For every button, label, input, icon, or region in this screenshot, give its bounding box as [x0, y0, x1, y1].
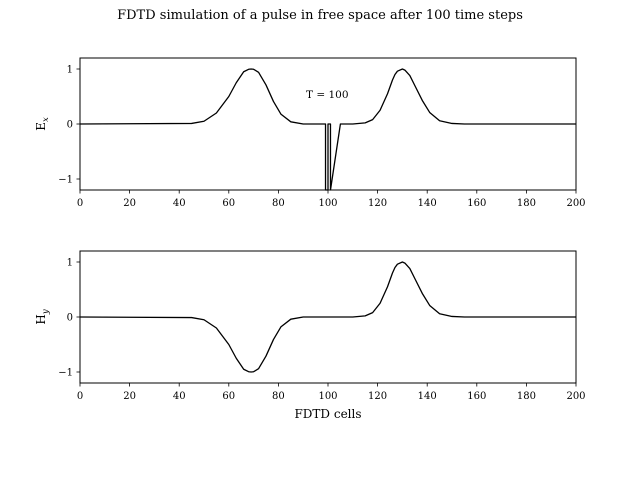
hy-series-line	[79, 261, 576, 373]
ex-x-tick-label: 80	[272, 198, 285, 209]
hy-y-tick-label: 0	[67, 313, 73, 324]
ex-x-tick-label: 60	[222, 198, 235, 209]
hy-y-axis-label: Hy	[34, 309, 51, 324]
ex-x-tick-label: 200	[566, 198, 585, 209]
hy-x-tick-label: 200	[566, 391, 585, 402]
ex-x-tick-label: 140	[418, 198, 437, 209]
ex-x-tick-label: 20	[123, 198, 136, 209]
hy-x-tick-label: 60	[222, 391, 235, 402]
ex-x-tick-label: 180	[517, 198, 536, 209]
hy-x-tick-label: 160	[467, 391, 486, 402]
hy-x-tick-label: 180	[517, 391, 536, 402]
ex-panel: 0 20 40 60 80 100 120 140 160 180 200 1 0 −1 Ex T = 100	[34, 57, 586, 209]
ex-y-tick-label: −1	[58, 175, 73, 186]
ex-y-tick-label: 1	[67, 65, 73, 76]
hy-x-axis-label: FDTD cells	[294, 407, 361, 421]
hy-x-tick-label: 20	[123, 391, 136, 402]
ex-x-tick-label: 160	[467, 198, 486, 209]
ex-series-line	[79, 68, 576, 191]
ex-x-tick-label: 40	[173, 198, 186, 209]
hy-y-tick-label: 1	[67, 258, 73, 269]
hy-x-tick-label: 40	[173, 391, 186, 402]
hy-x-tick-label: 0	[77, 391, 83, 402]
hy-y-tick-label: −1	[58, 368, 73, 379]
ex-x-tick-label: 100	[318, 198, 337, 209]
hy-x-tick-label: 120	[368, 391, 387, 402]
hy-x-tick-label: 80	[272, 391, 285, 402]
ex-x-tick-label: 120	[368, 198, 387, 209]
figure-title: FDTD simulation of a pulse in free space…	[117, 8, 523, 23]
ex-time-annotation: T = 100	[306, 89, 349, 101]
hy-panel: 0 20 40 60 80 100 120 140 160 180 200 1 0 −1 Hy FDTD ce…	[34, 250, 586, 421]
ex-x-tick-label: 0	[77, 198, 83, 209]
ex-y-axis-label: Ex	[34, 117, 51, 131]
hy-x-tick-label: 140	[418, 391, 437, 402]
hy-x-tick-label: 100	[318, 391, 337, 402]
ex-y-tick-label: 0	[67, 120, 73, 131]
